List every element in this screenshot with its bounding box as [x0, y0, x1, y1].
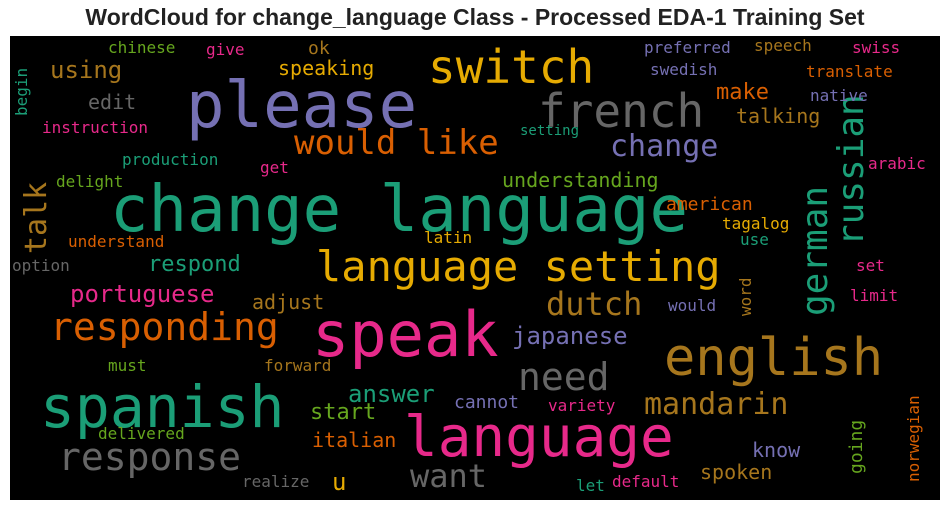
- cloud-word: use: [740, 230, 769, 249]
- cloud-word: change language: [110, 173, 688, 247]
- cloud-word: production: [122, 150, 219, 169]
- cloud-word: let: [576, 476, 605, 495]
- cloud-word: italian: [312, 428, 397, 452]
- cloud-word: switch: [428, 40, 595, 94]
- cloud-word: make: [716, 80, 769, 105]
- cloud-word: delivered: [98, 424, 185, 443]
- cloud-word: understand: [68, 232, 165, 251]
- cloud-word: translate: [806, 62, 893, 81]
- cloud-word: talk: [19, 181, 54, 254]
- word-cloud: change language please language speak spanis…: [10, 36, 940, 500]
- cloud-word: russian: [831, 94, 872, 246]
- cloud-word: german: [795, 185, 836, 316]
- cloud-word: default: [612, 472, 680, 491]
- cloud-word: response: [58, 435, 242, 479]
- cloud-word: ok: [308, 38, 330, 59]
- cloud-word: language setting: [316, 242, 721, 291]
- cloud-word: get: [260, 158, 289, 177]
- cloud-word: american: [666, 194, 753, 215]
- cloud-word: set: [856, 256, 885, 275]
- cloud-word: mandarin: [644, 387, 789, 422]
- cloud-word: spanish: [40, 373, 285, 441]
- cloud-word: norwegian: [904, 395, 923, 482]
- cloud-word: speak: [312, 298, 499, 371]
- cloud-word: forward: [264, 356, 332, 375]
- cloud-word: going: [846, 419, 867, 474]
- cloud-word: would like: [294, 123, 499, 163]
- cloud-word: preferred: [644, 38, 731, 57]
- cloud-word: u: [332, 468, 347, 496]
- cloud-word: adjust: [252, 290, 325, 314]
- cloud-word: latin: [424, 228, 473, 247]
- cloud-word: want: [410, 457, 488, 495]
- cloud-word: need: [518, 355, 610, 399]
- cloud-word: delight: [56, 172, 124, 191]
- cloud-word: would: [668, 296, 717, 315]
- cloud-word: begin: [12, 67, 31, 116]
- cloud-word: japanese: [512, 322, 628, 350]
- cloud-word: arabic: [868, 154, 926, 173]
- cloud-word: instruction: [42, 118, 148, 137]
- cloud-word: chinese: [108, 38, 176, 57]
- cloud-word: know: [752, 438, 801, 462]
- cloud-word: speaking: [278, 56, 375, 80]
- cloud-word: using: [50, 56, 123, 84]
- cloud-word: cannot: [454, 392, 520, 413]
- chart-title: WordCloud for change_language Class - Pr…: [85, 4, 865, 30]
- cloud-word: give: [206, 40, 245, 59]
- cloud-word: change: [610, 129, 719, 164]
- cloud-word: respond: [148, 252, 241, 277]
- cloud-word: please: [186, 69, 418, 143]
- cloud-word: native: [810, 86, 868, 105]
- cloud-word: realize: [242, 472, 310, 491]
- cloud-word: variety: [548, 396, 616, 415]
- cloud-word: portuguese: [70, 280, 215, 308]
- cloud-word: tagalog: [722, 214, 790, 233]
- cloud-word: limit: [850, 286, 899, 305]
- cloud-word: swiss: [852, 38, 901, 57]
- cloud-word: understanding: [502, 168, 659, 192]
- cloud-word: must: [108, 356, 147, 375]
- cloud-word: language: [404, 405, 674, 470]
- cloud-word: word: [736, 277, 755, 316]
- cloud-word: option: [12, 256, 70, 275]
- cloud-word: speech: [754, 36, 812, 55]
- cloud-word: english: [664, 328, 884, 388]
- cloud-word: answer: [348, 380, 435, 408]
- cloud-word: responding: [50, 305, 279, 349]
- cloud-word: dutch: [546, 285, 643, 323]
- cloud-word: spoken: [700, 460, 773, 484]
- cloud-word: start: [310, 400, 377, 425]
- cloud-word: edit: [88, 90, 137, 114]
- cloud-word: swedish: [650, 60, 718, 79]
- cloud-word: setting: [520, 123, 580, 139]
- cloud-word: french: [538, 84, 705, 138]
- cloud-word: talking: [736, 104, 821, 128]
